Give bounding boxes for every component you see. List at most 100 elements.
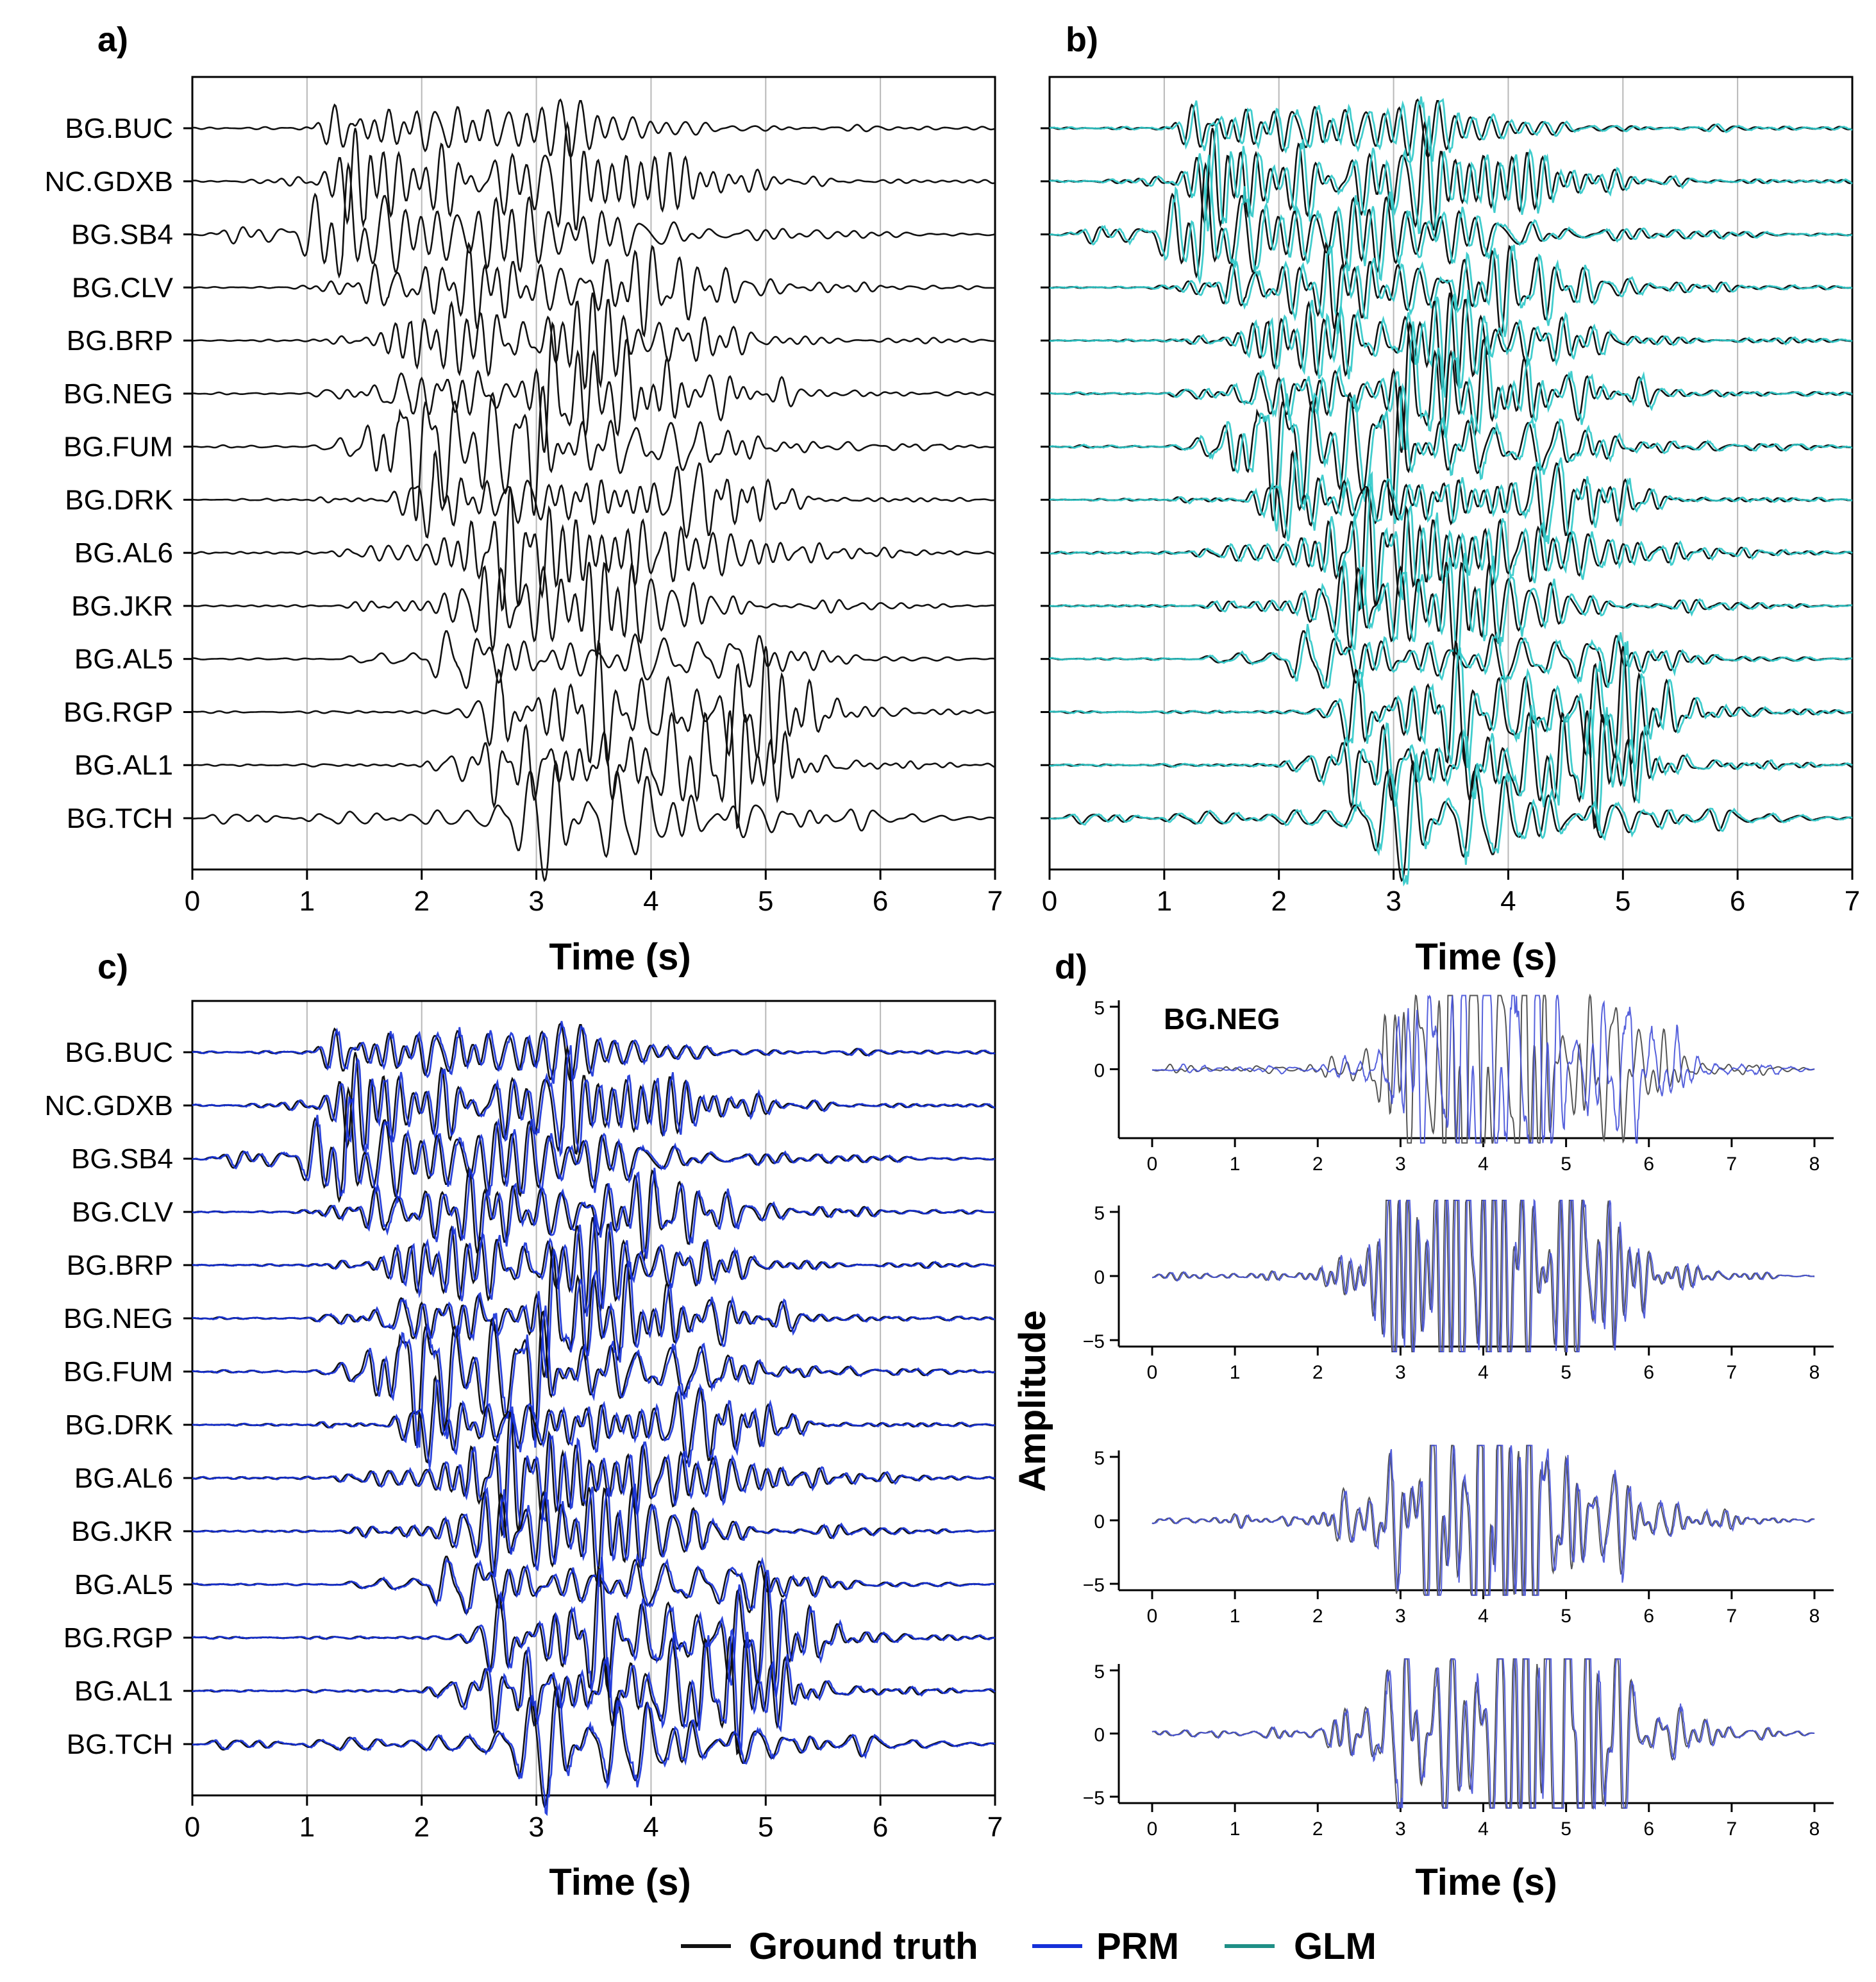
- station-label: BG.FUM: [63, 432, 173, 463]
- xlabel-a: Time (s): [549, 936, 691, 978]
- x-tick-label: 3: [528, 886, 544, 917]
- trace-ground-truth: [1049, 121, 1853, 231]
- panel-a: 0 1 2 3 4 5 6 7 BG.BUC NC.GDXB BG.SB4 BG.CLV BG.BRP B…: [45, 76, 1003, 917]
- x-tick-label: 6: [1643, 1606, 1654, 1627]
- trace-glm: [1049, 471, 1853, 612]
- x-tick-label: 2: [1312, 1818, 1323, 1840]
- x-tick-label: 1: [299, 886, 315, 917]
- station-label: NC.GDXB: [45, 1090, 173, 1121]
- x-tick-label: 7: [987, 1811, 1003, 1843]
- trace-ground-truth: [192, 640, 996, 767]
- trace-prm: [192, 1483, 996, 1587]
- station-label: BG.BRP: [67, 1250, 173, 1281]
- x-tick-label: 5: [758, 1811, 773, 1843]
- y-tick-label: 5: [1094, 1203, 1105, 1224]
- x-tick-label: 3: [1386, 886, 1401, 917]
- trace-glm: [1049, 289, 1853, 398]
- trace-ground-truth: [1152, 1445, 1815, 1596]
- trace-prm: [1152, 1658, 1815, 1810]
- x-tick-label: 8: [1809, 1606, 1820, 1627]
- trace-glm: [1049, 155, 1853, 285]
- panel-letter-b: b): [1066, 21, 1098, 59]
- x-tick-label: 7: [1727, 1818, 1738, 1840]
- station-label: BG.AL6: [74, 537, 173, 569]
- x-tick-label: 8: [1809, 1818, 1820, 1840]
- x-tick-label: 3: [1395, 1818, 1406, 1840]
- trace-ground-truth: [192, 121, 996, 231]
- x-tick-label: 1: [1230, 1818, 1241, 1840]
- trace-ground-truth: [192, 1166, 996, 1263]
- trace-prm: [192, 1557, 996, 1698]
- trace-prm: [192, 1021, 996, 1084]
- x-tick-label: 7: [1727, 1606, 1738, 1627]
- station-label: NC.GDXB: [45, 166, 173, 197]
- station-label: BG.NEG: [63, 378, 173, 410]
- legend-label-prm: PRM: [1096, 1926, 1179, 1967]
- panel-b: 0 1 2 3 4 5 6 7: [1041, 76, 1860, 917]
- x-tick-label: 1: [299, 1811, 315, 1843]
- trace-ground-truth: [192, 630, 996, 690]
- x-tick-label: 0: [1147, 1606, 1158, 1627]
- station-label: BG.SB4: [71, 219, 173, 251]
- trace-prm: [192, 1627, 996, 1756]
- x-tick-label: 0: [1147, 1154, 1158, 1175]
- x-tick-label: 7: [1727, 1154, 1738, 1175]
- legend: Ground truth PRM GLM: [681, 1926, 1377, 1967]
- y-tick-label: 5: [1094, 1448, 1105, 1469]
- x-tick-label: 6: [873, 886, 888, 917]
- x-tick-label: 5: [1561, 1362, 1571, 1383]
- xlabel-d: Time (s): [1415, 1861, 1557, 1903]
- trace-ground-truth: [192, 710, 996, 830]
- trace-ground-truth: [1050, 241, 1853, 338]
- x-tick-label: 5: [1561, 1606, 1571, 1627]
- station-label: BG.NEG: [63, 1303, 173, 1334]
- y-tick-label: −5: [1083, 1575, 1105, 1596]
- y-tick-label: −5: [1083, 1788, 1105, 1809]
- trace-ground-truth: [192, 241, 996, 338]
- panel-letter-c: c): [97, 948, 128, 986]
- trace-ground-truth: [192, 1245, 996, 1378]
- trace-ground-truth: [192, 449, 996, 539]
- trace-prm: [192, 1305, 996, 1449]
- station-label: BG.BUC: [65, 113, 173, 144]
- trace-ground-truth: [1152, 993, 1814, 1144]
- x-tick-label: 0: [185, 886, 200, 917]
- trace-ground-truth: [192, 562, 996, 660]
- trace-ground-truth: [192, 759, 996, 882]
- trace-glm: [1049, 553, 1853, 664]
- x-tick-label: 3: [1395, 1154, 1406, 1175]
- station-label: BG.AL5: [74, 644, 173, 675]
- x-tick-label: 6: [1643, 1154, 1654, 1175]
- x-tick-label: 4: [1478, 1606, 1489, 1627]
- trace-ground-truth: [192, 321, 996, 453]
- station-label: BG.AL1: [74, 1675, 173, 1707]
- inset-station-label: BG.NEG: [1164, 1002, 1280, 1036]
- trace-ground-truth: [1050, 321, 1853, 453]
- x-tick-label: 3: [1395, 1606, 1406, 1627]
- x-tick-label: 1: [1157, 886, 1172, 917]
- trace-glm: [1049, 641, 1853, 773]
- trace-glm: [1049, 623, 1853, 689]
- station-label: BG.JKR: [71, 591, 173, 622]
- xlabel-c: Time (s): [549, 1861, 691, 1903]
- plot-frame: [191, 1000, 996, 1797]
- x-tick-label: 4: [1478, 1818, 1489, 1840]
- y-tick-label: −5: [1083, 1331, 1105, 1352]
- x-tick-label: 7: [987, 886, 1003, 917]
- x-tick-label: 1: [1230, 1362, 1241, 1383]
- ylabel-d: Amplitude: [1012, 1310, 1053, 1492]
- x-tick-label: 8: [1809, 1154, 1820, 1175]
- y-tick-label: 5: [1094, 998, 1105, 1019]
- trace-ground-truth: [192, 162, 996, 279]
- y-tick-label: 0: [1094, 1725, 1105, 1746]
- x-tick-label: 0: [185, 1811, 200, 1843]
- trace-glm: [1049, 96, 1853, 164]
- x-tick-label: 6: [1730, 886, 1745, 917]
- panel-letter-d: d): [1055, 948, 1087, 986]
- trace-prm: [192, 1406, 996, 1538]
- x-tick-label: 2: [414, 1811, 429, 1843]
- x-tick-label: 8: [1809, 1362, 1820, 1383]
- x-tick-label: 1: [1230, 1606, 1241, 1627]
- station-label: BG.CLV: [72, 1197, 174, 1228]
- x-tick-label: 2: [1312, 1606, 1323, 1627]
